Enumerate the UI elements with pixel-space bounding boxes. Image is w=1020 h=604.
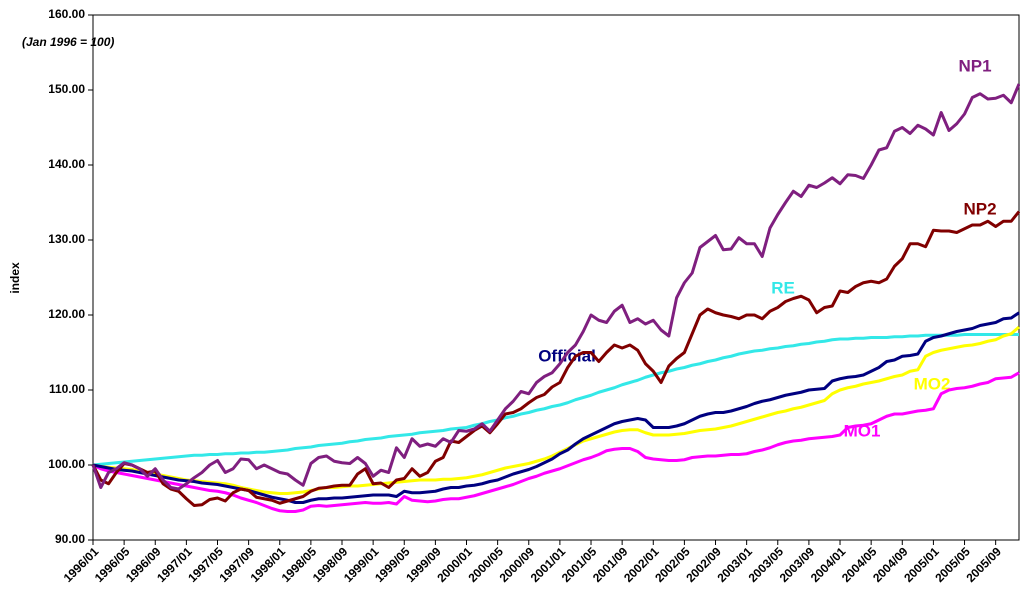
- y-tick-label: 120.00: [48, 307, 85, 321]
- y-tick-label: 130.00: [48, 232, 85, 246]
- series-label: MO1: [844, 421, 881, 440]
- plot-frame: [92, 14, 1020, 541]
- series-label: NP1: [958, 56, 991, 75]
- series-line: [91, 210, 1020, 507]
- series-label: NP2: [963, 199, 996, 218]
- y-tick-label: 150.00: [48, 82, 85, 96]
- series-label: RE: [771, 278, 795, 297]
- series-line: [91, 83, 1020, 491]
- y-tick-label: 140.00: [48, 157, 85, 171]
- y-axis-title: index: [8, 262, 22, 294]
- series-line: [92, 333, 1019, 467]
- chart-subtitle: (Jan 1996 = 100): [22, 35, 114, 49]
- series-line: [92, 371, 1020, 513]
- x-tick-label: 2005/09: [963, 544, 1004, 585]
- y-tick-label: 100.00: [48, 457, 85, 471]
- y-tick-label: 90.00: [55, 532, 85, 546]
- y-tick-label: 110.00: [49, 382, 85, 396]
- series-label: MO2: [914, 374, 951, 393]
- series-line: [92, 311, 1020, 504]
- y-tick-label: 160.00: [48, 7, 85, 21]
